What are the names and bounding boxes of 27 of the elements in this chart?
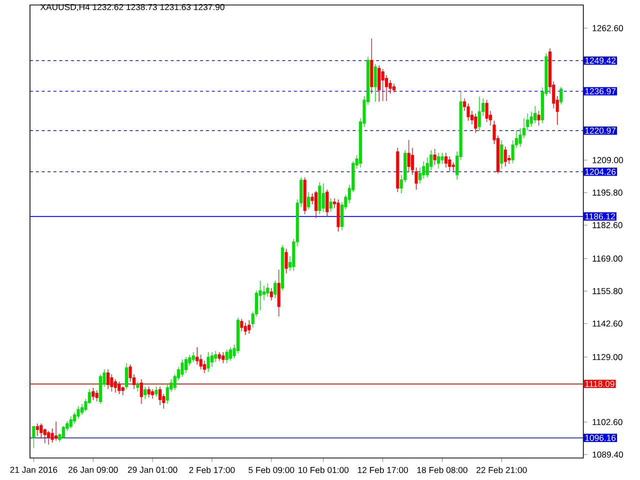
ref-line-label: 1204.26 bbox=[585, 168, 616, 175]
x-tick-label: 10 Feb 01:00 bbox=[298, 466, 349, 474]
ref-line-label: 1249.42 bbox=[585, 58, 616, 64]
x-tick-label: 2 Feb 17:00 bbox=[189, 466, 235, 474]
ref-line-label: 1220.97 bbox=[585, 128, 616, 134]
y-tick-label: 1182.60 bbox=[592, 222, 622, 228]
chart-title: XAUUSD,H4 1232.62 1238.73 1231.63 1237.90 bbox=[40, 4, 224, 12]
x-tick-label: 12 Feb 17:00 bbox=[358, 466, 408, 474]
y-tick-label: 1169.00 bbox=[592, 256, 622, 262]
y-tick-label: 1209.00 bbox=[592, 157, 624, 164]
y-tick-label: 1102.60 bbox=[592, 418, 622, 426]
ref-line-label: 1236.97 bbox=[585, 88, 616, 94]
x-tick-label: 21 Jan 2016 bbox=[10, 466, 58, 473]
x-tick-label: 22 Feb 21:00 bbox=[476, 466, 527, 474]
y-tick-label: 1129.00 bbox=[592, 354, 622, 360]
x-tick-label: 26 Jan 09:00 bbox=[68, 466, 118, 473]
x-tick-label: 29 Jan 01:00 bbox=[128, 466, 178, 473]
y-tick-label: 1142.60 bbox=[592, 320, 622, 327]
ref-line-label: 1096.16 bbox=[585, 434, 616, 441]
y-tick-label: 1262.60 bbox=[592, 25, 624, 32]
y-tick-label: 1195.80 bbox=[592, 190, 622, 196]
y-tick-label: 1155.80 bbox=[592, 288, 622, 294]
x-tick-label: 18 Feb 08:00 bbox=[417, 466, 468, 474]
ref-line-label: 1118.09 bbox=[585, 380, 614, 387]
ref-line-label: 1186.12 bbox=[585, 213, 615, 220]
y-tick-label: 1089.40 bbox=[592, 451, 624, 458]
x-tick-label: 5 Feb 09:00 bbox=[248, 466, 294, 474]
